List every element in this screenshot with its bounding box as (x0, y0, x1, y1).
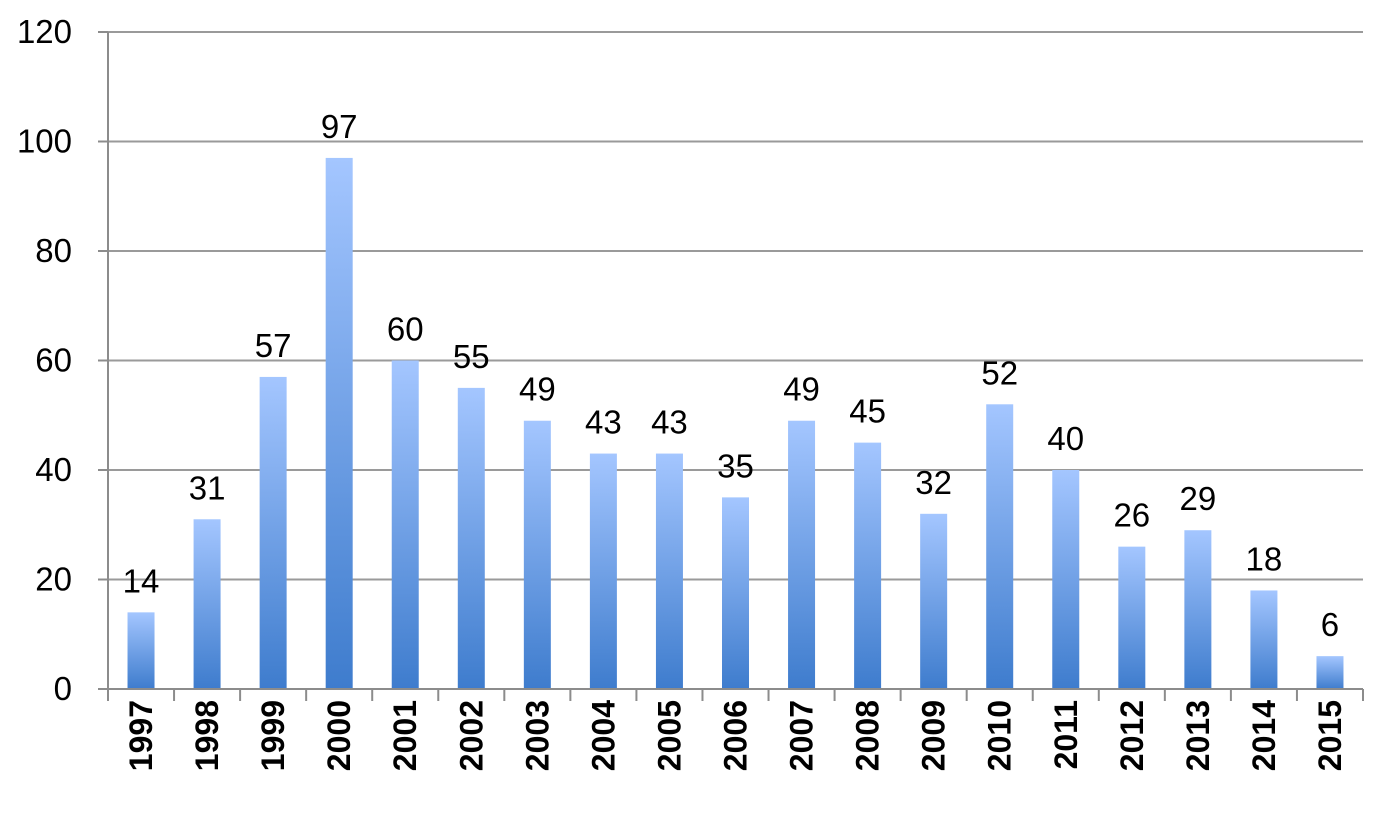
x-tick-label-2000: 2000 (321, 700, 357, 771)
x-tick-label-1998: 1998 (189, 700, 225, 771)
x-tick-label-2003: 2003 (519, 700, 555, 771)
data-label-2005: 43 (651, 404, 688, 441)
bar-2015 (1316, 656, 1344, 689)
data-label-2011: 40 (1047, 420, 1084, 457)
bar-2005 (655, 453, 683, 689)
x-tick-label-2006: 2006 (718, 700, 754, 771)
bars (127, 157, 1344, 690)
bar-2014 (1250, 590, 1278, 689)
x-tick-label-2001: 2001 (387, 700, 423, 771)
bar-1999 (259, 376, 287, 689)
y-tick-label-80: 80 (35, 232, 72, 269)
data-label-2014: 18 (1246, 540, 1283, 577)
axes (98, 31, 1364, 701)
y-tick-label-100: 100 (17, 123, 72, 160)
bar-2004 (589, 453, 617, 689)
x-tick-label-2015: 2015 (1312, 700, 1348, 771)
data-label-2003: 49 (519, 371, 556, 408)
data-label-1998: 31 (189, 469, 226, 506)
bar-2010 (986, 404, 1014, 689)
x-tick-label-2010: 2010 (982, 700, 1018, 771)
bar-1997 (127, 612, 155, 689)
x-tick-label-1999: 1999 (255, 700, 291, 771)
x-tick-label-2013: 2013 (1180, 700, 1216, 771)
data-label-2007: 49 (783, 371, 820, 408)
labels: 0 20 40 60 80 100 120 14 31 57 97 60 55 49 43 43 35 49 45 3… (17, 13, 1348, 771)
x-tick-label-2008: 2008 (850, 700, 886, 771)
data-label-2004: 43 (585, 404, 622, 441)
data-label-2013: 29 (1180, 480, 1217, 517)
x-tick-label-2014: 2014 (1246, 700, 1282, 771)
bar-2008 (854, 442, 882, 689)
data-label-2001: 60 (387, 311, 424, 348)
x-tick-label-2004: 2004 (585, 700, 621, 771)
x-tick-label-2012: 2012 (1114, 700, 1150, 771)
data-label-2015: 6 (1321, 606, 1339, 643)
x-tick-label-1997: 1997 (123, 700, 159, 771)
bar-2009 (920, 513, 948, 689)
data-label-2010: 52 (981, 354, 1018, 391)
bar-2002 (457, 387, 485, 689)
x-tick-label-2005: 2005 (651, 700, 687, 771)
data-label-1999: 57 (255, 327, 292, 364)
bar-2000 (325, 157, 353, 690)
y-tick-label-40: 40 (35, 451, 72, 488)
bar-1998 (193, 519, 221, 689)
data-label-2000: 97 (321, 108, 358, 145)
data-label-2009: 32 (915, 464, 952, 501)
x-tick-label-2011: 2011 (1048, 700, 1084, 769)
data-label-2006: 35 (717, 447, 754, 484)
data-label-2002: 55 (453, 338, 490, 375)
bar-2011 (1052, 470, 1080, 689)
bar-2003 (523, 420, 551, 689)
data-label-1997: 14 (123, 562, 160, 599)
bar-2013 (1184, 530, 1212, 689)
x-tick-label-2002: 2002 (453, 700, 489, 771)
data-label-2012: 26 (1113, 497, 1150, 534)
y-tick-label-0: 0 (54, 670, 72, 707)
data-label-2008: 45 (849, 393, 886, 430)
bar-2007 (788, 420, 816, 689)
gridlines (108, 31, 1363, 581)
y-tick-label-20: 20 (35, 561, 72, 598)
bar-2012 (1118, 546, 1146, 689)
bar-2001 (391, 360, 419, 689)
y-tick-label-60: 60 (35, 342, 72, 379)
x-tick-label-2009: 2009 (916, 700, 952, 771)
x-tick-label-2007: 2007 (784, 700, 820, 771)
y-tick-label-120: 120 (17, 13, 72, 50)
bar-2006 (722, 497, 749, 689)
